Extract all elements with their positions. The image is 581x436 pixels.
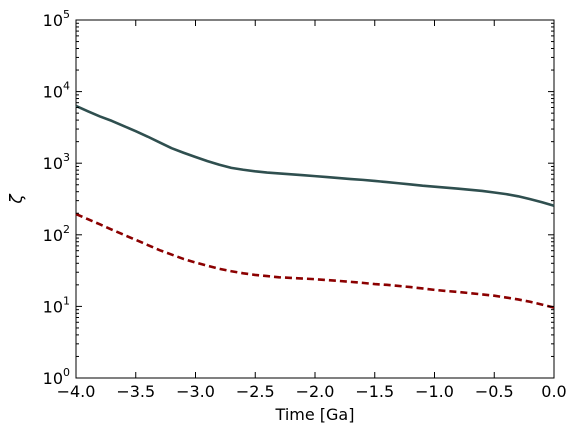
tick-layer: −4.0 −3.5 −3.0 −2.5 −2.0 −1.5 −1.0 −0.5 0.0 100 10… [43, 8, 567, 401]
y-tick-label: 103 [43, 151, 70, 173]
x-tick-label: −4.0 [57, 382, 96, 401]
y-tick-label: 104 [43, 80, 70, 102]
y-tick-label: 100 [43, 366, 70, 388]
plot-frame [75, 19, 555, 379]
x-tick-label: −1.0 [415, 382, 454, 401]
plot-area: −4.0 −3.5 −3.0 −2.5 −2.0 −1.5 −1.0 −0.5 0.0 100 10… [43, 8, 567, 401]
series-line-2 [75, 212, 555, 309]
y-tick-label: 101 [43, 294, 70, 316]
x-axis-label: Time [Ga] [275, 405, 355, 424]
x-tick-label: −2.0 [296, 382, 335, 401]
series-layer [75, 104, 555, 309]
x-tick-label: −1.5 [355, 382, 394, 401]
y-tick-label: 105 [43, 8, 70, 30]
x-tick-label: −0.5 [475, 382, 514, 401]
x-tick-label: −2.5 [236, 382, 275, 401]
y-axis-label: ζ [7, 193, 27, 205]
x-tick-label: −3.5 [116, 382, 155, 401]
x-tick-label: −3.0 [176, 382, 215, 401]
series-line-1 [75, 104, 555, 207]
y-tick-label: 102 [43, 223, 70, 245]
x-tick-label: 0.0 [541, 382, 566, 401]
